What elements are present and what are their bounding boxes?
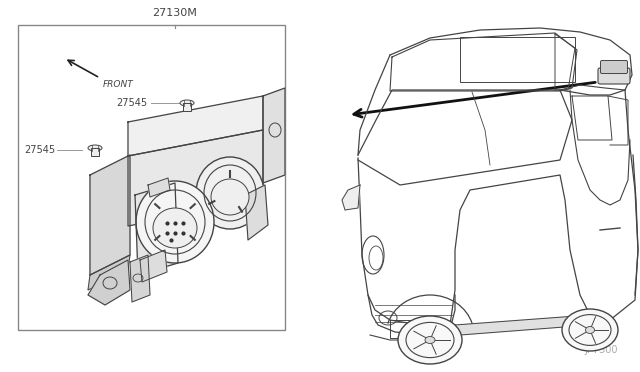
Text: JP7300: JP7300 xyxy=(584,345,618,355)
Text: 27545: 27545 xyxy=(24,145,55,155)
Ellipse shape xyxy=(180,100,194,106)
Polygon shape xyxy=(128,96,263,156)
Bar xyxy=(183,103,191,111)
Ellipse shape xyxy=(196,157,264,229)
Polygon shape xyxy=(135,183,178,275)
Polygon shape xyxy=(245,185,268,240)
Text: 27545: 27545 xyxy=(116,98,147,108)
Polygon shape xyxy=(128,130,263,226)
Ellipse shape xyxy=(562,309,618,351)
Polygon shape xyxy=(88,255,130,290)
Polygon shape xyxy=(263,88,285,183)
Polygon shape xyxy=(140,250,167,282)
Bar xyxy=(460,37,575,82)
Ellipse shape xyxy=(211,179,249,215)
Bar xyxy=(390,320,445,338)
Text: FRONT: FRONT xyxy=(103,80,134,89)
Text: 27130M: 27130M xyxy=(152,8,197,18)
Ellipse shape xyxy=(425,337,435,343)
Polygon shape xyxy=(342,185,360,210)
Polygon shape xyxy=(90,155,130,275)
Polygon shape xyxy=(148,178,170,197)
Bar xyxy=(91,148,99,156)
Ellipse shape xyxy=(153,208,197,248)
FancyBboxPatch shape xyxy=(600,61,627,74)
Polygon shape xyxy=(455,315,590,335)
Ellipse shape xyxy=(136,181,214,263)
FancyBboxPatch shape xyxy=(598,68,630,84)
Polygon shape xyxy=(130,255,150,302)
Ellipse shape xyxy=(398,316,462,364)
Text: S: S xyxy=(173,239,177,245)
Bar xyxy=(18,25,285,330)
Polygon shape xyxy=(88,260,130,305)
Ellipse shape xyxy=(586,327,595,334)
Ellipse shape xyxy=(88,145,102,151)
